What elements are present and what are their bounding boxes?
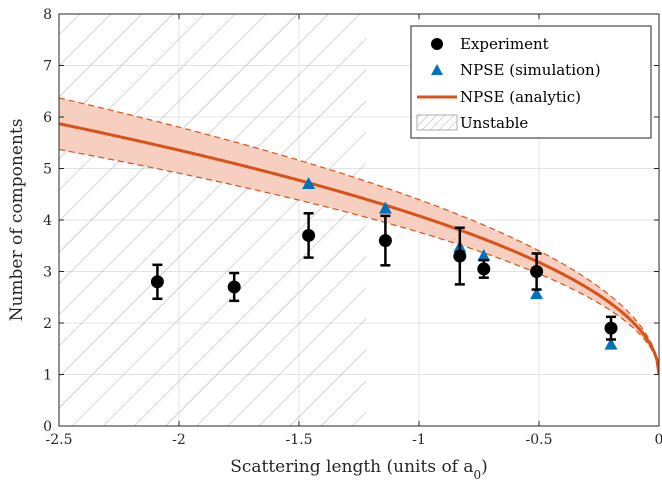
experiment-point	[378, 234, 392, 248]
y-tick-label: 0	[43, 419, 52, 435]
experiment-point	[530, 265, 544, 278]
unstable-hatch	[59, 14, 367, 426]
unstable-region	[59, 14, 367, 426]
y-tick-label: 8	[43, 7, 52, 23]
npse-analytic-band	[59, 97, 659, 375]
legend-marker-npse-simulation	[431, 64, 443, 75]
y-tick-label: 3	[43, 265, 52, 281]
y-axis-title: Number of components	[7, 119, 27, 322]
x-tick-label: -2	[172, 432, 186, 448]
experiment-point	[604, 321, 618, 335]
npse-simulation-point	[604, 337, 618, 350]
experiment-point	[453, 249, 467, 263]
y-tick-label: 1	[43, 368, 52, 384]
legend-marker-experiment	[431, 38, 443, 50]
legend: Experiment NPSE (simulation) NPSE (analy…	[410, 25, 652, 139]
x-tick-label: -1	[412, 432, 426, 448]
legend-swatch-unstable	[416, 114, 458, 131]
experiment-point	[302, 228, 316, 242]
npse-band-upper	[59, 97, 659, 375]
npse-simulation-point	[302, 176, 316, 189]
y-tick-label: 5	[43, 162, 52, 178]
npse-band-lower	[59, 148, 659, 375]
experiment-point	[150, 275, 164, 289]
npse-band-fill	[59, 97, 659, 375]
npse-analytic-line	[59, 122, 659, 375]
x-tick-label: -2.5	[46, 432, 73, 448]
x-tick-label: 0	[655, 432, 662, 448]
experiment-point	[477, 262, 491, 276]
axis-ticks: -2.5 -2 -1.5 -1 -0.5 0 0 1 2 3 4 5 6 7 8	[43, 7, 662, 448]
npse-simulation-point	[378, 201, 392, 214]
x-tick-label: -1.5	[286, 432, 313, 448]
y-tick-label: 2	[43, 316, 52, 332]
npse-simulation-point	[530, 287, 544, 300]
legend-label-experiment: Experiment	[460, 35, 549, 53]
npse-simulation-point	[477, 249, 491, 262]
experiment-point	[227, 280, 241, 294]
npse-simulation-series	[302, 176, 618, 350]
x-axis-title: Scattering length (units of a0)	[230, 457, 488, 482]
y-tick-label: 4	[43, 213, 52, 229]
legend-label-npse-analytic: NPSE (analytic)	[460, 88, 581, 106]
experiment-series	[150, 212, 618, 341]
y-tick-label: 7	[43, 59, 52, 75]
y-tick-label: 6	[43, 110, 52, 126]
legend-label-unstable: Unstable	[460, 114, 528, 132]
legend-label-npse-simulation: NPSE (simulation)	[460, 61, 601, 79]
npse-analytic-series	[59, 122, 659, 375]
x-tick-label: -0.5	[526, 432, 553, 448]
